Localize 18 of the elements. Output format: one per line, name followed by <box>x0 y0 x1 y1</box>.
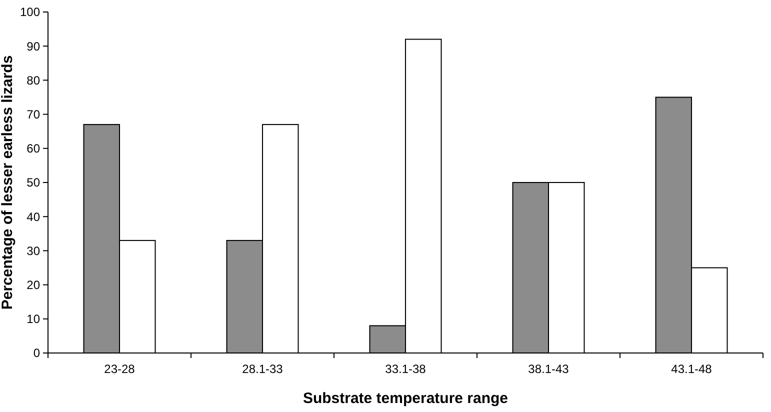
x-tick-label: 38.1-43 <box>528 362 570 376</box>
y-tick-label: 70 <box>26 108 40 122</box>
y-tick-label: 10 <box>26 312 40 326</box>
x-axis-title: Substrate temperature range <box>302 390 508 407</box>
x-tick-label: 33.1-38 <box>385 362 426 376</box>
y-tick-label: 30 <box>26 244 40 258</box>
y-tick-label: 20 <box>26 278 40 292</box>
x-tick-label: 28.1-33 <box>242 362 284 376</box>
y-tick-label: 0 <box>33 346 40 360</box>
y-tick-label: 50 <box>26 176 40 190</box>
x-tick-label: 23-28 <box>104 362 136 376</box>
y-tick-label: 40 <box>26 210 40 224</box>
y-tick-label: 60 <box>26 142 40 156</box>
x-tick-label: 43.1-48 <box>671 362 712 376</box>
y-tick-label: 100 <box>20 5 40 20</box>
y-tick-label: 90 <box>26 39 40 54</box>
y-tick-label: 80 <box>26 73 40 88</box>
y-axis-title: Percentage of lesser earless lizards <box>0 55 16 310</box>
